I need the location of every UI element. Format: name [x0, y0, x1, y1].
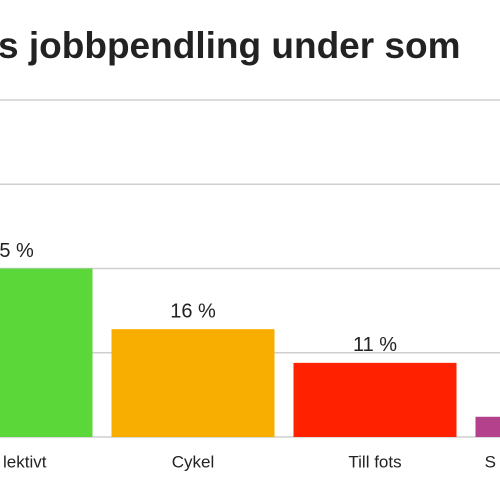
value-label: 16 %: [170, 300, 216, 322]
bar: [111, 329, 275, 437]
x-tick-label: S: [485, 452, 496, 471]
bar: [293, 362, 457, 437]
x-tick-label: Till fots: [348, 452, 401, 471]
value-label: 25 %: [0, 240, 34, 262]
x-tick-label: Cykel: [172, 452, 215, 471]
bar: [0, 268, 93, 437]
value-label: 11 %: [353, 334, 397, 356]
bar: [475, 416, 500, 437]
x-tick-label: lektivt: [3, 452, 47, 471]
chart-title: s jobbpendling under som: [0, 25, 461, 66]
